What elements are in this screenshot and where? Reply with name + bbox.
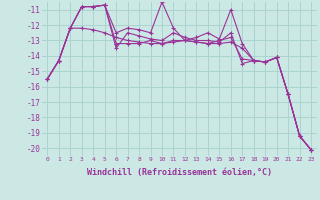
X-axis label: Windchill (Refroidissement éolien,°C): Windchill (Refroidissement éolien,°C) xyxy=(87,168,272,177)
